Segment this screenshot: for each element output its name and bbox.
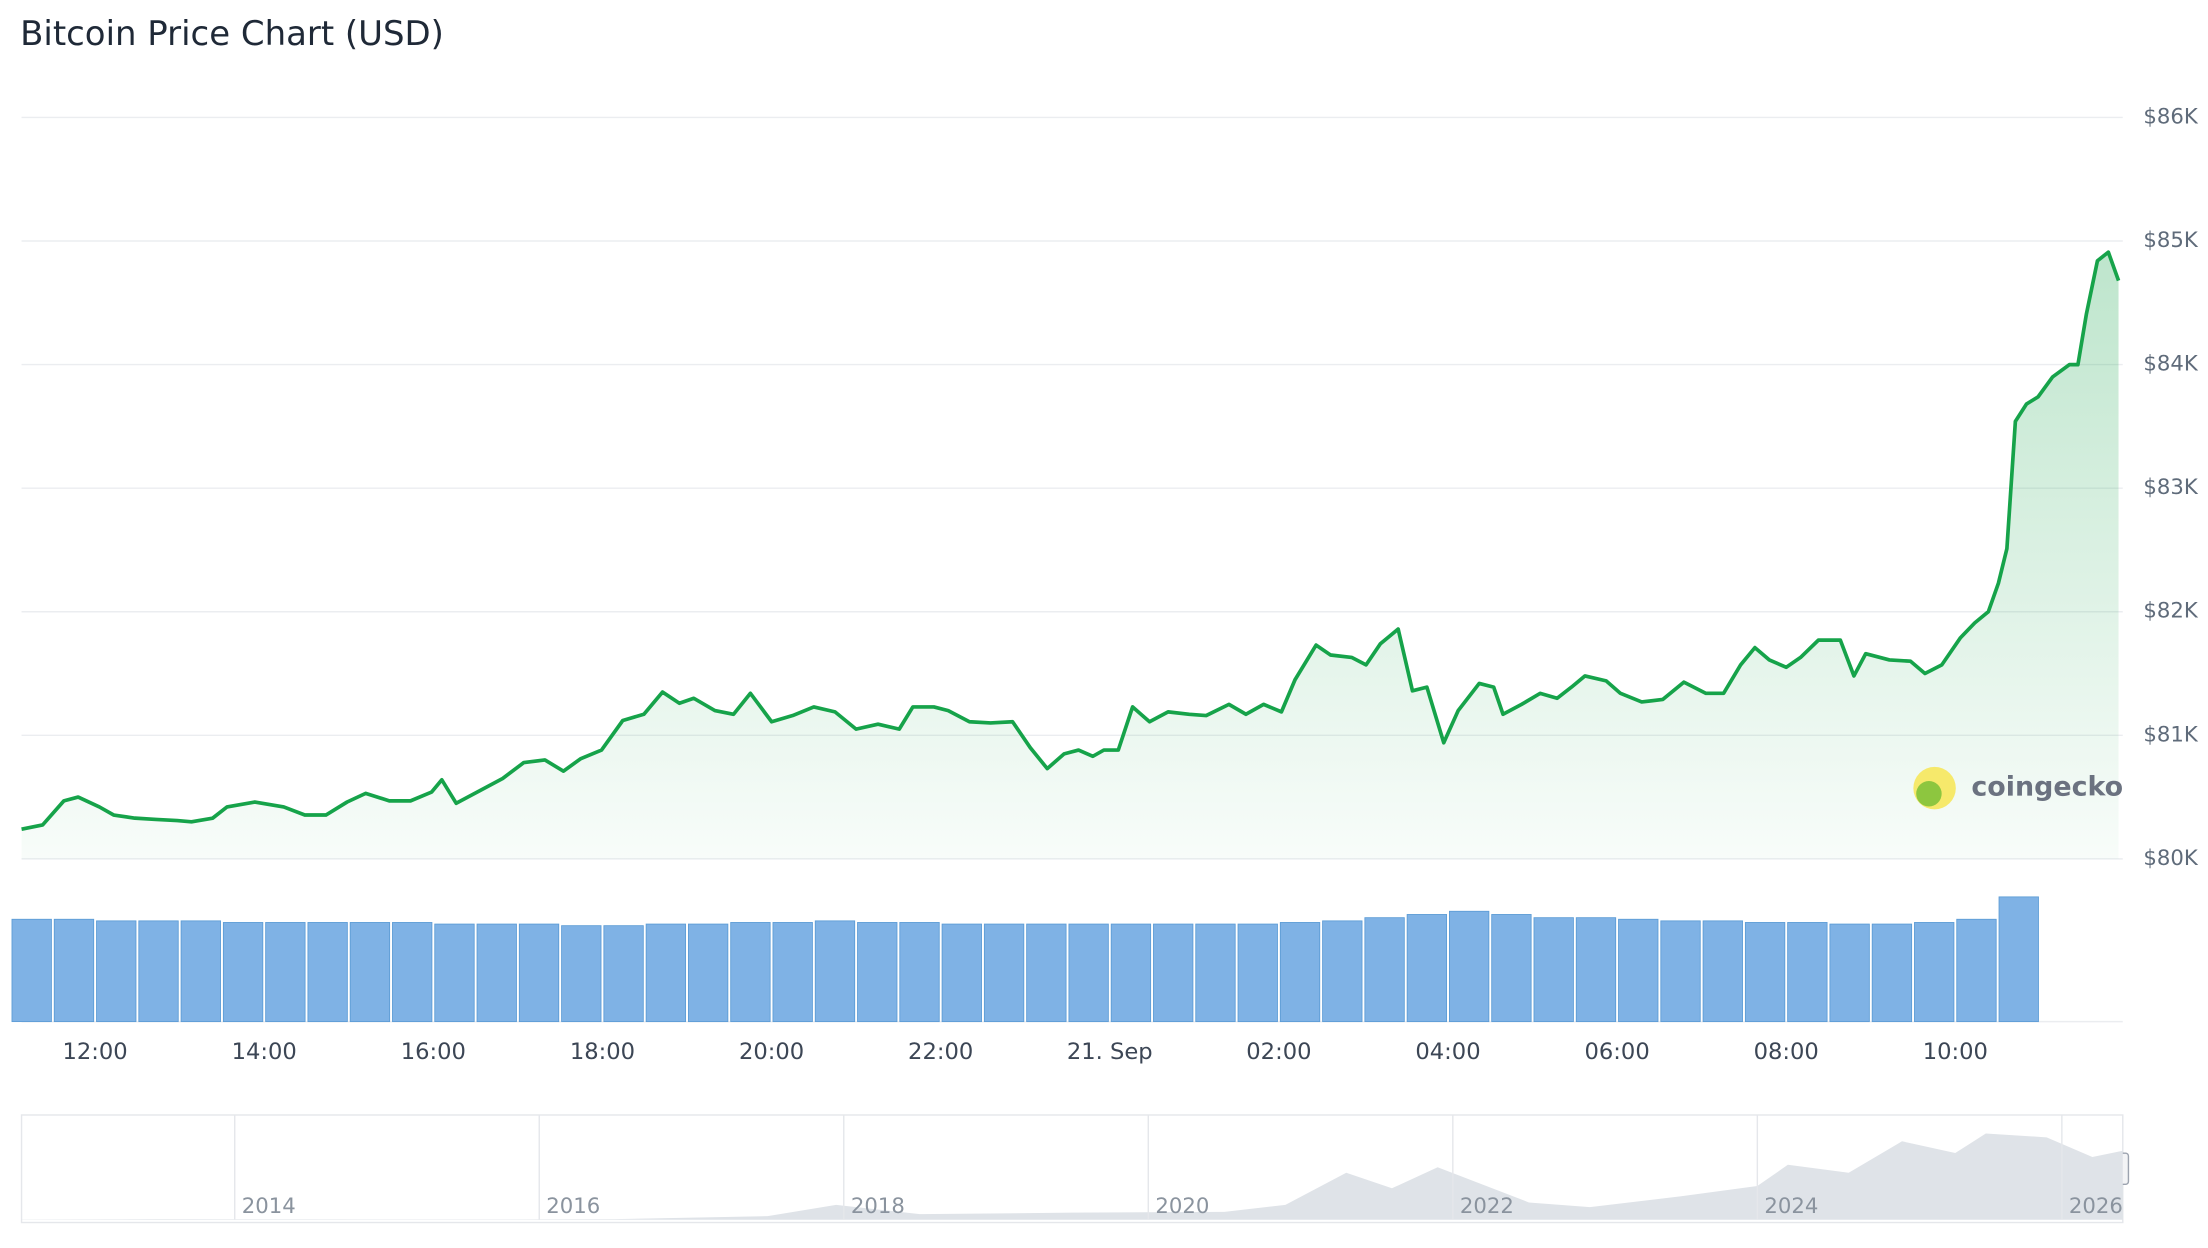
x-tick-label: 21. Sep [1067,1039,1153,1065]
navigator-tick-label: 2014 [242,1194,296,1219]
volume-bar [1575,917,1617,1023]
y-tick-label: $86K [2143,104,2199,129]
volume-bar [645,923,687,1023]
y-tick-label: $82K [2143,599,2199,624]
volume-bar [772,922,813,1023]
volume-bar [53,918,95,1023]
y-tick-label: $84K [2143,352,2199,377]
x-tick-label: 22:00 [908,1039,973,1065]
y-tick-label: $81K [2143,722,2199,747]
y-tick-label: $83K [2143,475,2199,500]
x-tick-label: 04:00 [1415,1039,1480,1065]
volume-bar [603,925,644,1023]
volume-bar [1533,917,1574,1023]
volume-bar [1787,922,1828,1023]
volume-bar [1322,920,1363,1023]
x-tick-label: 08:00 [1754,1039,1819,1065]
volume-bar [1871,923,1913,1023]
volume-bar [1448,910,1490,1023]
volume-bar [857,922,898,1023]
navigator-area [21,1133,2123,1220]
volume-bar [899,922,940,1023]
volume-bar [561,925,602,1023]
volume-bar [1491,914,1532,1023]
volume-bar [730,922,771,1023]
volume-bar [1068,923,1109,1023]
volume-bar [687,923,729,1023]
volume-bar [265,922,306,1023]
volume-bar [180,920,221,1023]
volume-bar [1998,896,2039,1023]
volume-bar [1153,923,1194,1023]
volume-bar [1364,917,1405,1023]
volume-bar [1110,923,1152,1023]
logo-icon-inner [1916,781,1942,807]
navigator-tick-label: 2018 [851,1194,905,1219]
x-tick-label: 12:00 [63,1039,128,1065]
volume-bar [1956,918,1997,1023]
navigator-tick-label: 2024 [1764,1194,1818,1219]
volume-bar [1914,922,1955,1023]
navigator-tick-label: 2016 [546,1194,600,1219]
y-tick-label: $80K [2143,846,2199,871]
volume-bar [307,922,348,1023]
x-tick-label: 16:00 [401,1039,466,1065]
logo-text: coingecko [1971,772,2123,803]
volume-bar [1829,923,1870,1023]
volume-bar [476,923,517,1023]
volume-bar [1660,920,1701,1023]
volume-bar [222,922,264,1023]
volume-bar [96,920,137,1023]
volume-bar [1702,920,1743,1023]
x-tick-label: 18:00 [570,1039,635,1065]
volume-bar [349,922,391,1023]
volume-bar [11,918,52,1023]
navigator-tick-label: 2026 [2069,1194,2123,1219]
navigator-tick-label: 2020 [1155,1194,1209,1219]
logo: coingecko [1913,766,2123,810]
price-line [21,250,2121,831]
x-tick-label: 06:00 [1585,1039,1650,1065]
volume-bar [434,923,475,1023]
volume-bar [392,922,433,1023]
volume-bar [1237,923,1278,1023]
volume-bar [814,920,856,1023]
volume-bar [1195,923,1236,1023]
x-tick-label: 20:00 [739,1039,804,1065]
volume-bar [518,923,560,1023]
volume-bar [983,923,1025,1023]
volume-bar [1618,918,1659,1023]
chart-title: Bitcoin Price Chart (USD) [20,14,444,54]
volume-bar [1279,922,1321,1023]
volume-bar [941,923,982,1023]
navigator-tick-label: 2022 [1460,1194,1514,1219]
volume-bar [138,920,179,1023]
y-tick-label: $85K [2143,228,2199,253]
x-tick-label: 02:00 [1246,1039,1311,1065]
volume-bar [1406,914,1448,1023]
volume-bar [1744,922,1786,1023]
x-tick-label: 14:00 [232,1039,297,1065]
price-area [21,252,2119,859]
x-tick-label: 10:00 [1923,1039,1988,1065]
volume-bar [1026,923,1067,1023]
